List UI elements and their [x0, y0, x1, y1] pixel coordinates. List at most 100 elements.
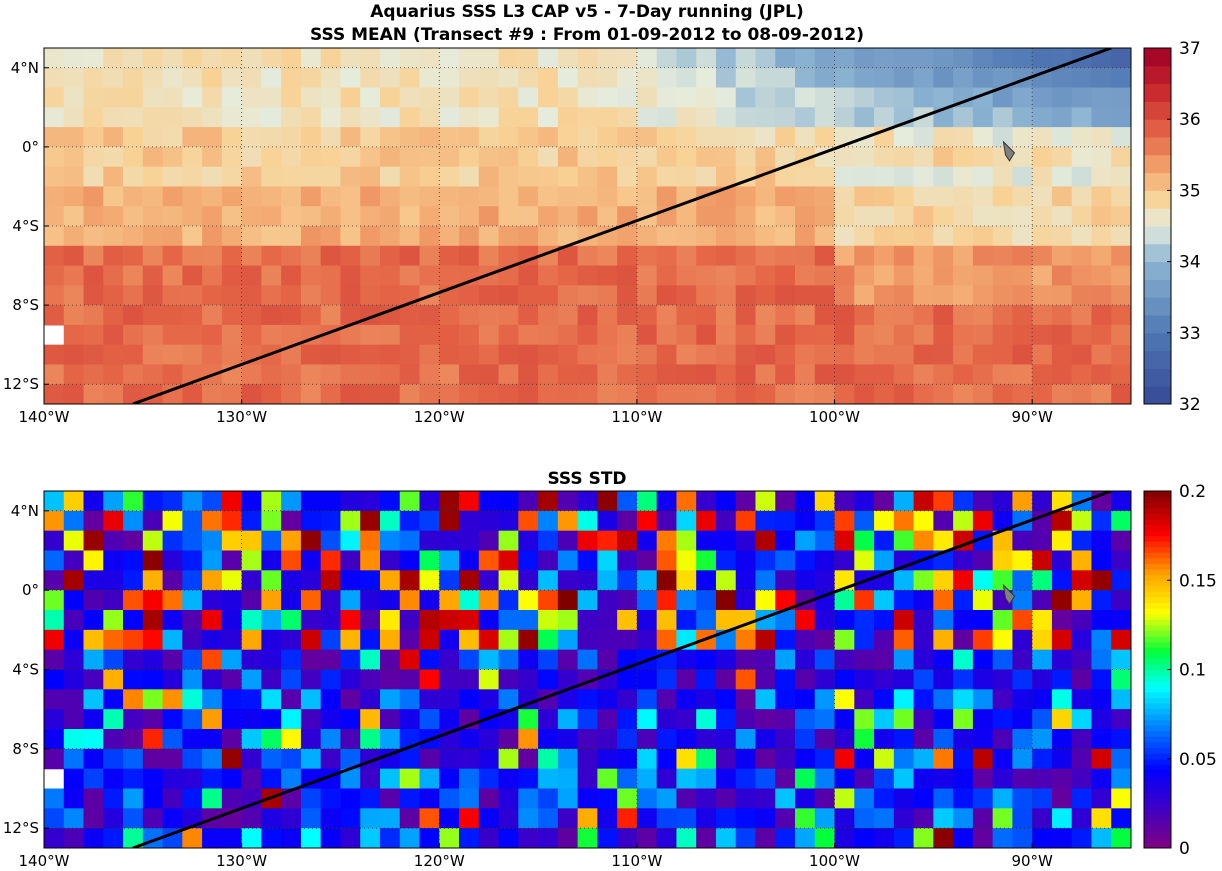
heatmap-cell — [399, 590, 421, 611]
heatmap-cell — [775, 689, 796, 710]
heatmap-cell — [636, 550, 658, 571]
heatmap-cell — [261, 285, 282, 306]
colorbar-segment — [1144, 535, 1171, 542]
heatmap-cell — [795, 206, 816, 227]
heatmap-cell — [775, 146, 796, 168]
heatmap-cell — [577, 146, 598, 168]
heatmap-cell — [459, 206, 480, 227]
heatmap-cell — [518, 48, 539, 69]
heatmap-cell — [874, 808, 895, 829]
heatmap-cell — [518, 265, 539, 286]
heatmap-cell — [1111, 265, 1131, 286]
heatmap-cell — [577, 186, 598, 207]
heatmap-cell — [182, 324, 203, 346]
x-tick-label: 140°W — [19, 408, 70, 426]
heatmap-cell — [202, 107, 223, 128]
heatmap-cell — [1091, 510, 1112, 532]
y-tick-label: 4°S — [12, 217, 39, 235]
heatmap-cell — [103, 186, 124, 207]
heatmap-cell — [221, 324, 243, 346]
heatmap-cell — [617, 107, 638, 128]
heatmap-cell — [1111, 127, 1131, 148]
heatmap-cell — [83, 748, 104, 770]
heatmap-cell — [379, 226, 401, 247]
heatmap-cell — [795, 491, 816, 512]
heatmap-cell — [123, 107, 144, 128]
heatmap-cell — [142, 550, 164, 571]
colorbar-tick-label: 37 — [1179, 39, 1201, 59]
heatmap-cell — [162, 344, 183, 366]
heatmap-cell — [1091, 107, 1112, 128]
heatmap-cell — [696, 127, 717, 148]
heatmap-cell — [617, 828, 638, 848]
heatmap-cell — [44, 649, 65, 671]
heatmap-cell — [221, 48, 243, 69]
heatmap-cell — [1012, 491, 1033, 512]
heatmap-cell — [261, 226, 282, 247]
colorbar-segment — [1144, 636, 1171, 643]
heatmap-cell — [123, 768, 144, 790]
heatmap-cell — [715, 808, 737, 829]
heatmap-cell — [676, 384, 697, 404]
heatmap-cell — [538, 570, 559, 591]
heatmap-cell — [893, 590, 915, 611]
heatmap-cell — [518, 305, 539, 326]
heatmap-cell — [1091, 245, 1112, 267]
heatmap-cell — [913, 709, 934, 730]
colorbar-segment — [1144, 65, 1171, 85]
heatmap-cell — [478, 610, 500, 631]
heatmap-cell — [538, 550, 559, 571]
heatmap-cell — [142, 186, 164, 207]
colorbar-segment — [1144, 48, 1171, 67]
heatmap-cell — [1051, 649, 1073, 671]
heatmap-cell — [63, 768, 85, 790]
heatmap-cell — [142, 808, 164, 829]
heatmap-cell — [439, 669, 460, 690]
heatmap-cell — [44, 107, 65, 128]
heatmap-cell — [636, 48, 658, 69]
heatmap-cell — [1051, 87, 1073, 108]
heatmap-cell — [557, 570, 579, 591]
heatmap-cell — [1111, 146, 1131, 168]
heatmap-cell — [755, 828, 776, 848]
heatmap-cell — [597, 186, 618, 207]
heatmap-cell — [459, 570, 480, 591]
heatmap-cell — [221, 245, 243, 267]
heatmap-cell — [1032, 166, 1053, 188]
heatmap-cell — [1032, 709, 1053, 730]
heatmap-cell — [557, 107, 579, 128]
heatmap-cell — [1051, 590, 1073, 611]
heatmap-cell — [755, 530, 776, 552]
colorbar-segment — [1144, 524, 1171, 531]
heatmap-cell — [261, 669, 282, 690]
heatmap-cell — [360, 127, 381, 148]
heatmap-cell — [241, 186, 262, 207]
heatmap-cell — [992, 127, 1014, 148]
heatmap-cell — [63, 748, 85, 770]
heatmap-cell — [538, 788, 559, 809]
heatmap-cell — [755, 87, 776, 108]
heatmap-cell — [597, 570, 618, 591]
heatmap-cell — [202, 48, 223, 69]
heatmap-cell — [1111, 364, 1131, 385]
heatmap-cell — [874, 828, 895, 848]
heatmap-cell — [538, 344, 559, 366]
heatmap-cell — [1032, 226, 1053, 247]
heatmap-cell — [656, 729, 678, 750]
colorbar-segment — [1144, 350, 1171, 369]
heatmap-cell — [636, 344, 658, 366]
heatmap-cell — [617, 384, 638, 404]
heatmap-cell — [636, 689, 658, 710]
heatmap-cell — [1012, 570, 1033, 591]
heatmap-cell — [775, 226, 796, 247]
heatmap-cell — [123, 186, 144, 207]
heatmap-cell — [1012, 629, 1033, 651]
heatmap-cell — [775, 384, 796, 404]
heatmap-cell — [478, 344, 500, 366]
heatmap-cell — [1032, 107, 1053, 128]
heatmap-cell — [360, 245, 381, 267]
y-tick-label: 0° — [22, 581, 39, 599]
y-tick-label: 8°S — [12, 296, 39, 314]
heatmap-cell — [281, 808, 302, 829]
heatmap-cell — [281, 570, 302, 591]
